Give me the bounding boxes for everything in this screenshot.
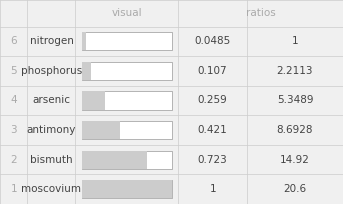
Bar	[82, 32, 86, 50]
Text: 0.259: 0.259	[198, 95, 227, 105]
Bar	[82, 121, 172, 139]
Text: 0.723: 0.723	[198, 155, 227, 165]
Text: 2: 2	[10, 155, 17, 165]
Text: 0.421: 0.421	[198, 125, 227, 135]
Text: bismuth: bismuth	[30, 155, 73, 165]
Text: 20.6: 20.6	[283, 184, 307, 194]
Bar	[82, 151, 147, 169]
Text: 3: 3	[10, 125, 17, 135]
Text: arsenic: arsenic	[33, 95, 70, 105]
Text: 5.3489: 5.3489	[277, 95, 313, 105]
Bar	[82, 62, 172, 80]
Text: nitrogen: nitrogen	[29, 36, 73, 46]
Text: visual: visual	[111, 8, 142, 18]
Bar	[82, 91, 105, 110]
Bar	[82, 62, 91, 80]
Text: ratios: ratios	[246, 8, 275, 18]
Text: moscovium: moscovium	[22, 184, 81, 194]
Bar	[82, 180, 172, 198]
Bar	[82, 121, 120, 139]
Text: 1: 1	[209, 184, 216, 194]
Bar	[82, 180, 172, 198]
Text: 5: 5	[10, 66, 17, 76]
Text: 2.2113: 2.2113	[277, 66, 313, 76]
Text: 8.6928: 8.6928	[277, 125, 313, 135]
Text: 14.92: 14.92	[280, 155, 310, 165]
Bar	[82, 32, 172, 50]
Text: 1: 1	[292, 36, 298, 46]
Bar	[82, 151, 172, 169]
Text: 0.107: 0.107	[198, 66, 227, 76]
Bar	[82, 91, 172, 110]
Text: 1: 1	[10, 184, 17, 194]
Text: 6: 6	[10, 36, 17, 46]
Text: 4: 4	[10, 95, 17, 105]
Text: antimony: antimony	[27, 125, 76, 135]
Text: 0.0485: 0.0485	[194, 36, 231, 46]
Text: phosphorus: phosphorus	[21, 66, 82, 76]
